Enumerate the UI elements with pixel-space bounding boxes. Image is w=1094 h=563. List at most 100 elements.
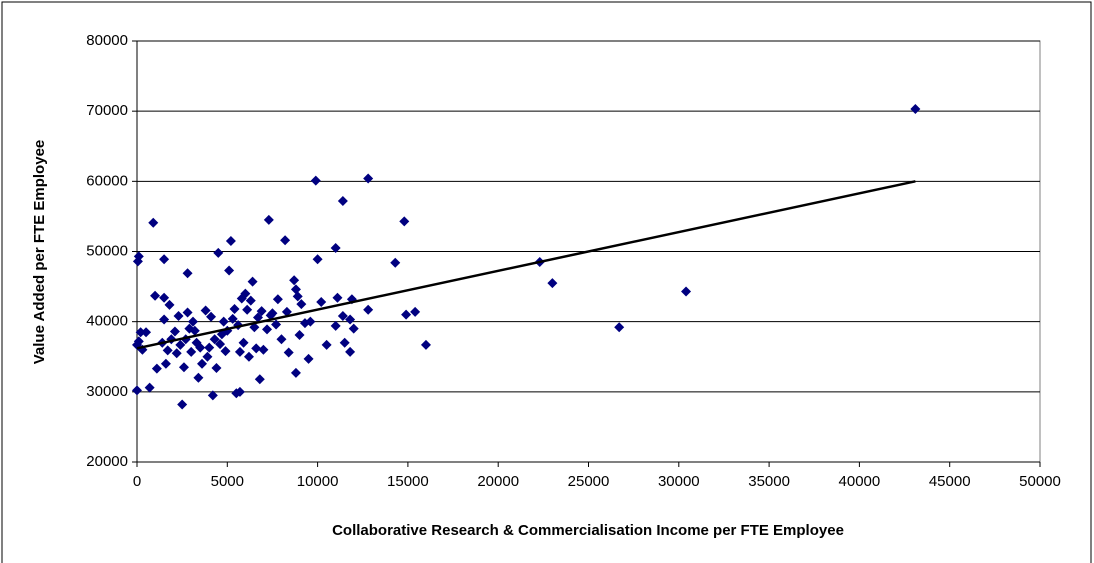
data-point — [236, 293, 247, 304]
data-point — [390, 257, 401, 268]
y-axis-label: Value Added per FTE Employee — [31, 140, 48, 365]
x-tick-label: 20000 — [477, 473, 519, 490]
data-point — [151, 363, 162, 374]
data-point — [182, 268, 193, 279]
data-point — [292, 291, 303, 302]
x-tick-label: 45000 — [929, 473, 971, 490]
data-point — [202, 351, 213, 362]
data-point — [218, 316, 229, 327]
data-point — [348, 323, 359, 334]
y-tick-label: 40000 — [86, 313, 128, 330]
x-tick-label: 5000 — [211, 473, 244, 490]
data-point — [187, 316, 198, 327]
data-point — [193, 372, 204, 383]
data-point — [211, 362, 222, 373]
data-point — [159, 292, 170, 303]
y-tick-label: 50000 — [86, 242, 128, 259]
x-tick-label: 15000 — [387, 473, 429, 490]
data-point — [290, 284, 301, 295]
data-point — [207, 390, 218, 401]
x-tick-label: 50000 — [1019, 473, 1061, 490]
data-point — [173, 311, 184, 322]
data-point — [289, 275, 300, 286]
data-point — [263, 214, 274, 225]
data-point — [299, 318, 310, 329]
y-tick-label: 20000 — [86, 453, 128, 470]
data-point — [363, 304, 374, 315]
data-point — [399, 216, 410, 227]
trendline — [136, 180, 916, 350]
data-point — [276, 334, 287, 345]
x-tick-label: 40000 — [839, 473, 881, 490]
data-point — [247, 276, 258, 287]
data-point — [332, 292, 343, 303]
data-point — [186, 346, 197, 357]
data-point — [258, 344, 269, 355]
data-point — [225, 235, 236, 246]
data-point — [209, 334, 220, 345]
data-point — [316, 297, 327, 308]
data-point — [220, 346, 231, 357]
data-point — [345, 314, 356, 325]
data-point — [910, 104, 921, 115]
data-point — [345, 346, 356, 357]
data-point — [160, 358, 171, 369]
data-point — [184, 323, 195, 334]
data-point — [253, 312, 264, 323]
data-point — [547, 278, 558, 289]
data-point — [197, 358, 208, 369]
data-point — [410, 306, 421, 317]
data-point — [290, 367, 301, 378]
data-point — [135, 327, 146, 338]
data-point — [262, 324, 273, 335]
data-point — [272, 294, 283, 305]
data-point — [238, 337, 249, 348]
data-point — [245, 295, 256, 306]
data-point — [337, 311, 348, 322]
data-point — [159, 254, 170, 265]
data-point — [296, 299, 307, 310]
data-point — [231, 388, 242, 399]
data-point — [312, 254, 323, 265]
data-point — [133, 336, 144, 347]
data-point — [148, 217, 159, 228]
data-point — [178, 362, 189, 373]
data-point — [177, 399, 188, 410]
data-point — [271, 319, 282, 330]
data-point — [224, 265, 235, 276]
data-point — [132, 256, 143, 267]
data-point — [213, 247, 224, 258]
x-tick-label: 25000 — [568, 473, 610, 490]
data-point — [681, 286, 692, 297]
data-point — [242, 304, 253, 315]
data-point — [229, 304, 240, 315]
data-point — [182, 307, 193, 318]
data-point — [420, 339, 431, 350]
x-tick-label: 10000 — [297, 473, 339, 490]
data-point — [200, 305, 211, 316]
y-tick-label: 30000 — [86, 383, 128, 400]
data-point — [281, 306, 292, 317]
data-point — [215, 339, 226, 350]
x-tick-label: 35000 — [748, 473, 790, 490]
data-point — [614, 322, 625, 333]
data-point — [330, 242, 341, 253]
data-point — [204, 342, 215, 353]
data-point — [159, 314, 170, 325]
data-point — [162, 345, 173, 356]
data-point — [141, 327, 152, 338]
data-point — [191, 337, 202, 348]
data-point — [243, 351, 254, 362]
data-point — [294, 329, 305, 340]
data-point — [321, 339, 332, 350]
data-point — [254, 374, 265, 385]
data-point — [310, 175, 321, 186]
data-point — [330, 320, 341, 331]
x-axis-label: Collaborative Research & Commercialisati… — [332, 522, 844, 539]
data-point — [251, 343, 262, 354]
data-point — [401, 309, 412, 320]
y-tick-label: 60000 — [86, 172, 128, 189]
data-point — [227, 313, 238, 324]
data-point — [283, 347, 294, 358]
